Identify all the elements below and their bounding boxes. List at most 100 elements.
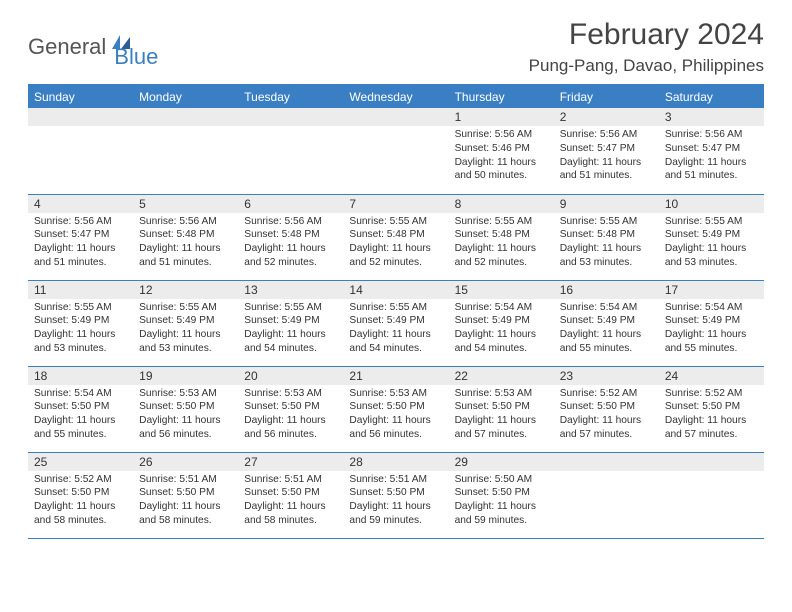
day-number: 19 <box>133 367 238 385</box>
day-number: 3 <box>659 108 764 126</box>
day-number: 11 <box>28 281 133 299</box>
day-content: Sunrise: 5:54 AMSunset: 5:49 PMDaylight:… <box>449 299 554 360</box>
day-content: Sunrise: 5:56 AMSunset: 5:47 PMDaylight:… <box>554 126 659 187</box>
day-content: Sunrise: 5:56 AMSunset: 5:46 PMDaylight:… <box>449 126 554 187</box>
day-number: 10 <box>659 195 764 213</box>
calendar-day-cell: 28Sunrise: 5:51 AMSunset: 5:50 PMDayligh… <box>343 452 448 538</box>
logo: General Blue <box>28 24 158 70</box>
day-number: 25 <box>28 453 133 471</box>
day-number: 27 <box>238 453 343 471</box>
calendar-day-cell <box>343 108 448 194</box>
day-content: Sunrise: 5:53 AMSunset: 5:50 PMDaylight:… <box>343 385 448 446</box>
logo-text-blue: Blue <box>114 44 158 70</box>
calendar-day-cell: 4Sunrise: 5:56 AMSunset: 5:47 PMDaylight… <box>28 194 133 280</box>
calendar-day-cell: 12Sunrise: 5:55 AMSunset: 5:49 PMDayligh… <box>133 280 238 366</box>
weekday-header: Monday <box>133 85 238 108</box>
calendar-day-cell <box>133 108 238 194</box>
calendar-week-row: 11Sunrise: 5:55 AMSunset: 5:49 PMDayligh… <box>28 280 764 366</box>
day-content: Sunrise: 5:56 AMSunset: 5:47 PMDaylight:… <box>659 126 764 187</box>
calendar-day-cell <box>28 108 133 194</box>
day-content: Sunrise: 5:56 AMSunset: 5:48 PMDaylight:… <box>133 213 238 274</box>
location-label: Pung-Pang, Davao, Philippines <box>529 56 764 76</box>
calendar-day-cell: 3Sunrise: 5:56 AMSunset: 5:47 PMDaylight… <box>659 108 764 194</box>
calendar-day-cell: 24Sunrise: 5:52 AMSunset: 5:50 PMDayligh… <box>659 366 764 452</box>
calendar-week-row: 1Sunrise: 5:56 AMSunset: 5:46 PMDaylight… <box>28 108 764 194</box>
calendar-day-cell: 13Sunrise: 5:55 AMSunset: 5:49 PMDayligh… <box>238 280 343 366</box>
weekday-header: Friday <box>554 85 659 108</box>
calendar-day-cell: 29Sunrise: 5:50 AMSunset: 5:50 PMDayligh… <box>449 452 554 538</box>
calendar-day-cell: 23Sunrise: 5:52 AMSunset: 5:50 PMDayligh… <box>554 366 659 452</box>
day-number: 22 <box>449 367 554 385</box>
calendar-day-cell: 22Sunrise: 5:53 AMSunset: 5:50 PMDayligh… <box>449 366 554 452</box>
calendar-day-cell: 10Sunrise: 5:55 AMSunset: 5:49 PMDayligh… <box>659 194 764 280</box>
calendar-day-cell: 26Sunrise: 5:51 AMSunset: 5:50 PMDayligh… <box>133 452 238 538</box>
day-content: Sunrise: 5:55 AMSunset: 5:49 PMDaylight:… <box>343 299 448 360</box>
day-number: 5 <box>133 195 238 213</box>
day-number: 24 <box>659 367 764 385</box>
calendar-week-row: 25Sunrise: 5:52 AMSunset: 5:50 PMDayligh… <box>28 452 764 538</box>
calendar-day-cell: 6Sunrise: 5:56 AMSunset: 5:48 PMDaylight… <box>238 194 343 280</box>
day-content: Sunrise: 5:54 AMSunset: 5:50 PMDaylight:… <box>28 385 133 446</box>
calendar-day-cell: 25Sunrise: 5:52 AMSunset: 5:50 PMDayligh… <box>28 452 133 538</box>
day-number: 26 <box>133 453 238 471</box>
day-content: Sunrise: 5:53 AMSunset: 5:50 PMDaylight:… <box>449 385 554 446</box>
day-number: 28 <box>343 453 448 471</box>
calendar-week-row: 4Sunrise: 5:56 AMSunset: 5:47 PMDaylight… <box>28 194 764 280</box>
calendar-day-cell: 5Sunrise: 5:56 AMSunset: 5:48 PMDaylight… <box>133 194 238 280</box>
calendar-page: General Blue February 2024 Pung-Pang, Da… <box>0 0 792 557</box>
day-number: 9 <box>554 195 659 213</box>
calendar-day-cell: 16Sunrise: 5:54 AMSunset: 5:49 PMDayligh… <box>554 280 659 366</box>
day-number: 17 <box>659 281 764 299</box>
calendar-week-row: 18Sunrise: 5:54 AMSunset: 5:50 PMDayligh… <box>28 366 764 452</box>
calendar-day-cell: 1Sunrise: 5:56 AMSunset: 5:46 PMDaylight… <box>449 108 554 194</box>
calendar-day-cell: 20Sunrise: 5:53 AMSunset: 5:50 PMDayligh… <box>238 366 343 452</box>
calendar-day-cell: 14Sunrise: 5:55 AMSunset: 5:49 PMDayligh… <box>343 280 448 366</box>
header: General Blue February 2024 Pung-Pang, Da… <box>28 18 764 76</box>
day-number: 7 <box>343 195 448 213</box>
calendar-day-cell: 21Sunrise: 5:53 AMSunset: 5:50 PMDayligh… <box>343 366 448 452</box>
day-number: 18 <box>28 367 133 385</box>
calendar-day-cell: 9Sunrise: 5:55 AMSunset: 5:48 PMDaylight… <box>554 194 659 280</box>
day-content: Sunrise: 5:50 AMSunset: 5:50 PMDaylight:… <box>449 471 554 532</box>
day-number-empty <box>659 453 764 471</box>
weekday-header: Wednesday <box>343 85 448 108</box>
calendar-day-cell: 27Sunrise: 5:51 AMSunset: 5:50 PMDayligh… <box>238 452 343 538</box>
day-content: Sunrise: 5:51 AMSunset: 5:50 PMDaylight:… <box>133 471 238 532</box>
calendar-day-cell: 7Sunrise: 5:55 AMSunset: 5:48 PMDaylight… <box>343 194 448 280</box>
calendar-day-cell: 2Sunrise: 5:56 AMSunset: 5:47 PMDaylight… <box>554 108 659 194</box>
calendar-day-cell <box>659 452 764 538</box>
day-number-empty <box>28 108 133 126</box>
day-content: Sunrise: 5:52 AMSunset: 5:50 PMDaylight:… <box>28 471 133 532</box>
day-content: Sunrise: 5:54 AMSunset: 5:49 PMDaylight:… <box>554 299 659 360</box>
logo-text-general: General <box>28 34 106 60</box>
day-content: Sunrise: 5:55 AMSunset: 5:49 PMDaylight:… <box>28 299 133 360</box>
calendar-day-cell: 11Sunrise: 5:55 AMSunset: 5:49 PMDayligh… <box>28 280 133 366</box>
day-content: Sunrise: 5:52 AMSunset: 5:50 PMDaylight:… <box>659 385 764 446</box>
calendar-table: SundayMondayTuesdayWednesdayThursdayFrid… <box>28 84 764 539</box>
day-content: Sunrise: 5:52 AMSunset: 5:50 PMDaylight:… <box>554 385 659 446</box>
day-content: Sunrise: 5:54 AMSunset: 5:49 PMDaylight:… <box>659 299 764 360</box>
calendar-day-cell: 17Sunrise: 5:54 AMSunset: 5:49 PMDayligh… <box>659 280 764 366</box>
calendar-day-cell: 8Sunrise: 5:55 AMSunset: 5:48 PMDaylight… <box>449 194 554 280</box>
day-content: Sunrise: 5:51 AMSunset: 5:50 PMDaylight:… <box>343 471 448 532</box>
day-number: 20 <box>238 367 343 385</box>
day-number: 29 <box>449 453 554 471</box>
day-number: 4 <box>28 195 133 213</box>
day-number: 13 <box>238 281 343 299</box>
weekday-header-row: SundayMondayTuesdayWednesdayThursdayFrid… <box>28 85 764 108</box>
day-content: Sunrise: 5:55 AMSunset: 5:49 PMDaylight:… <box>659 213 764 274</box>
calendar-day-cell: 18Sunrise: 5:54 AMSunset: 5:50 PMDayligh… <box>28 366 133 452</box>
month-title: February 2024 <box>529 18 764 52</box>
day-number: 12 <box>133 281 238 299</box>
day-number: 1 <box>449 108 554 126</box>
day-content: Sunrise: 5:56 AMSunset: 5:47 PMDaylight:… <box>28 213 133 274</box>
weekday-header: Sunday <box>28 85 133 108</box>
day-content: Sunrise: 5:53 AMSunset: 5:50 PMDaylight:… <box>238 385 343 446</box>
day-content: Sunrise: 5:55 AMSunset: 5:49 PMDaylight:… <box>133 299 238 360</box>
day-content: Sunrise: 5:56 AMSunset: 5:48 PMDaylight:… <box>238 213 343 274</box>
day-number-empty <box>133 108 238 126</box>
day-number: 15 <box>449 281 554 299</box>
day-content: Sunrise: 5:55 AMSunset: 5:49 PMDaylight:… <box>238 299 343 360</box>
weekday-header: Thursday <box>449 85 554 108</box>
day-number-empty <box>343 108 448 126</box>
